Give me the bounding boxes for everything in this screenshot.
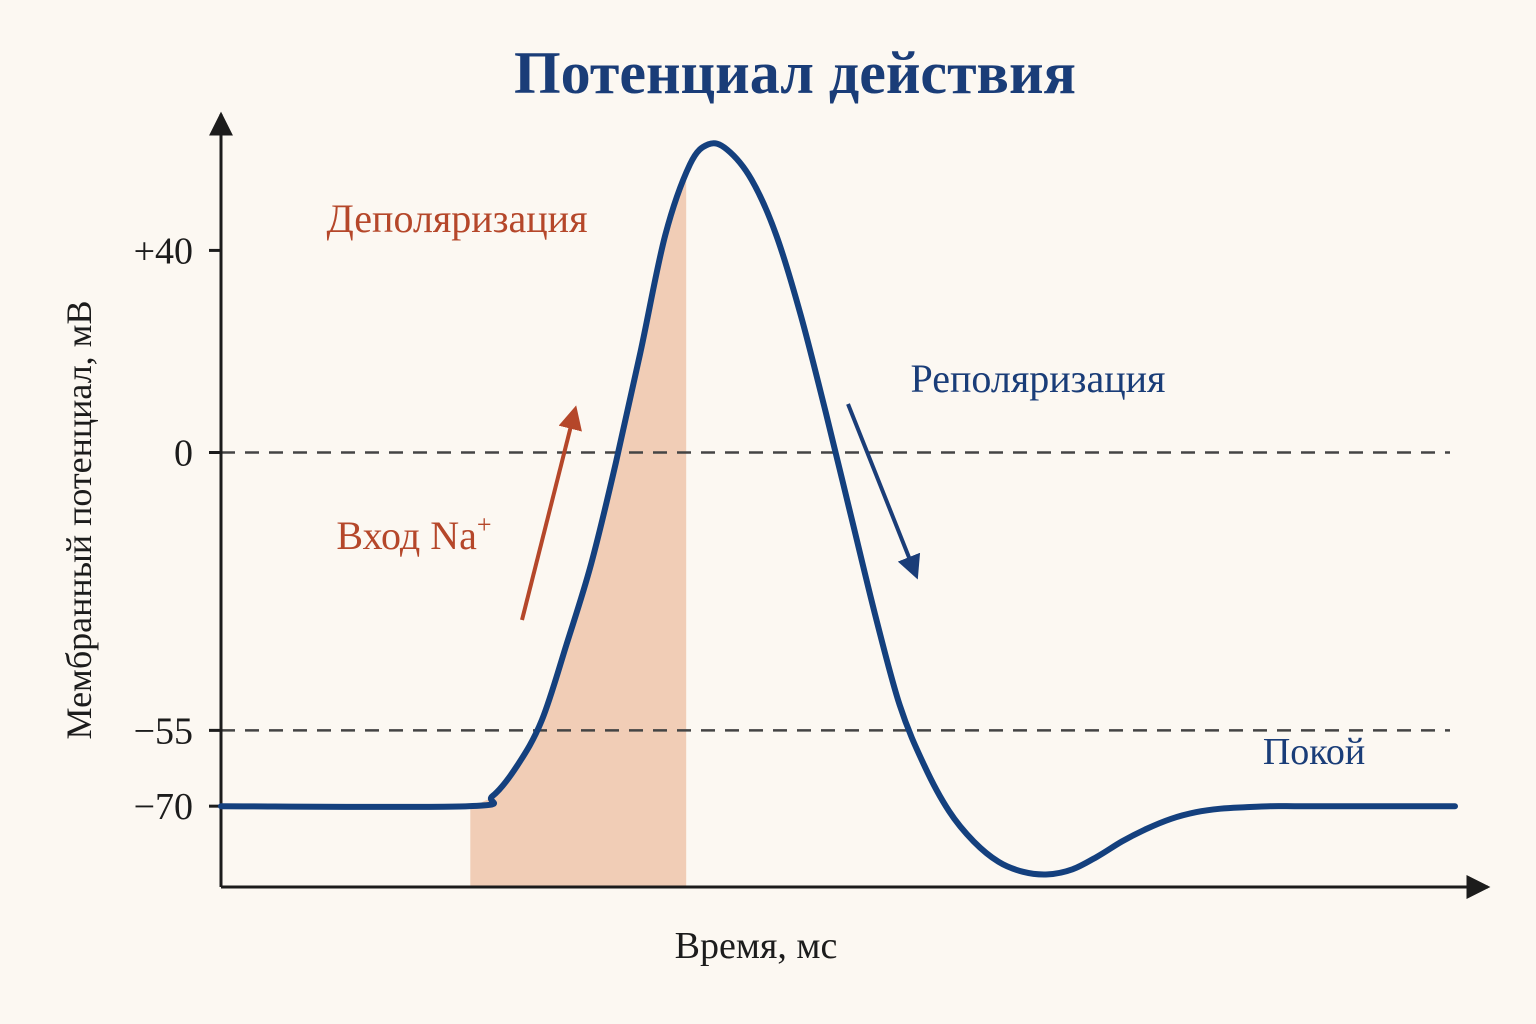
repolarization-arrow [846, 403, 921, 580]
rest-label: Покой [1263, 731, 1365, 773]
chart-title: Потенциал действия [514, 40, 1076, 106]
y-axis-label: Мембранный потенциал, мВ [59, 301, 99, 740]
na-entry-shaded-region [470, 174, 687, 887]
x-axis-label: Время, мс [675, 925, 838, 967]
na-entry-superscript: + [477, 510, 492, 539]
na-entry-text: Вход Na [336, 513, 477, 558]
na-entry-label: Вход Na+ [336, 510, 491, 558]
depolarization-label: Деполяризация [327, 196, 588, 241]
depolarization-arrow [520, 405, 582, 621]
y-tick-label: 0 [174, 433, 193, 475]
repolarization-label: Реполяризация [911, 356, 1166, 401]
action-potential-curve [218, 140, 1458, 878]
y-tick-label: −70 [134, 786, 193, 828]
y-tick-label: −55 [134, 710, 193, 752]
y-tick-label: +40 [134, 230, 193, 272]
